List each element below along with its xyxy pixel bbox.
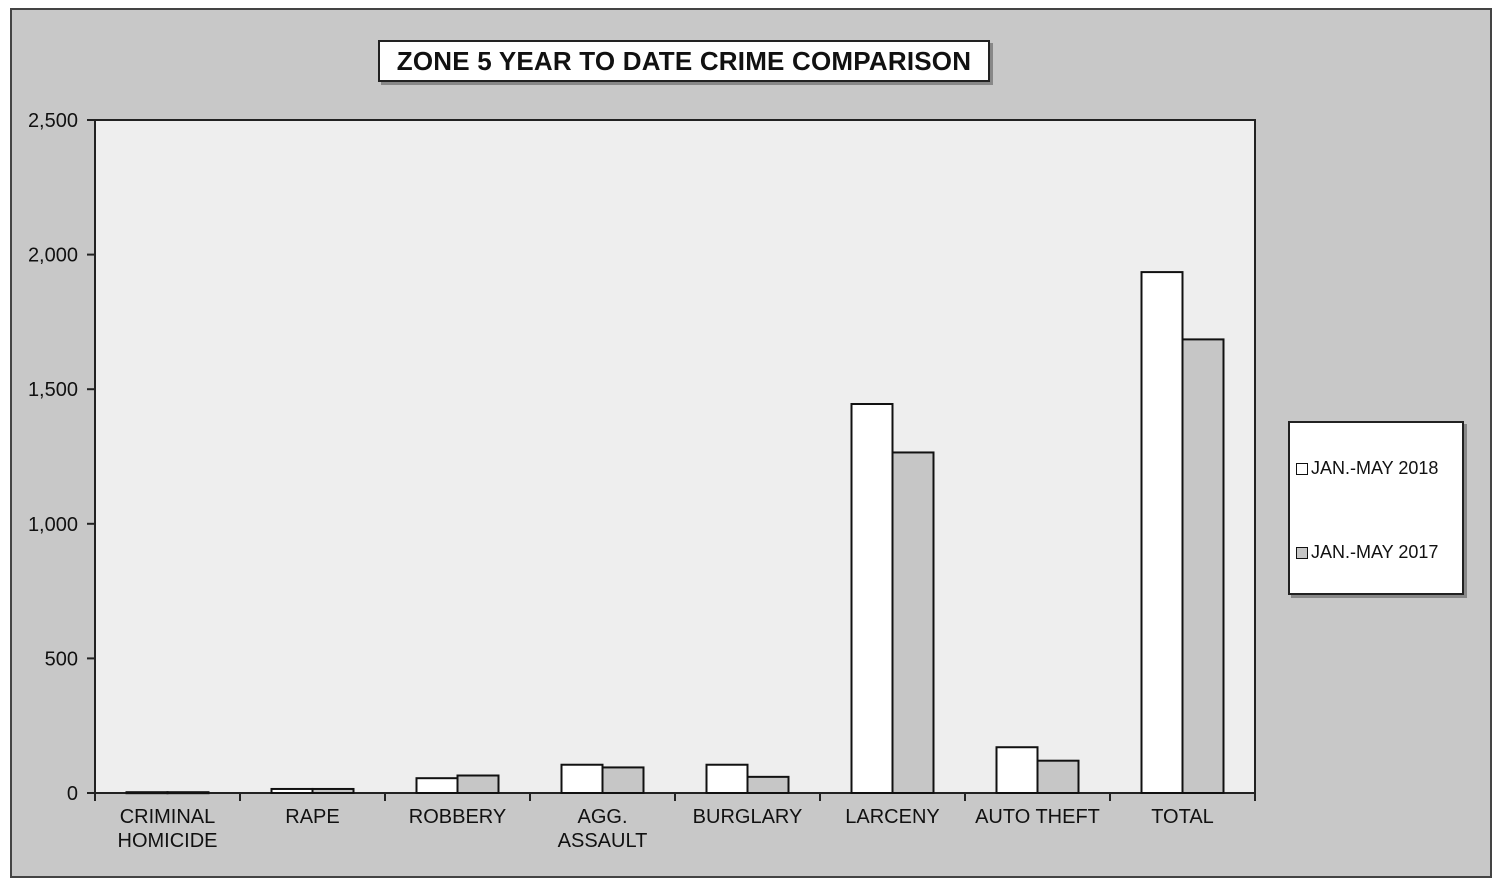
bar-2018 — [125, 791, 169, 795]
legend: JAN.-MAY 2018 JAN.-MAY 2017 — [1288, 421, 1464, 595]
y-tick-label: 1,000 — [28, 514, 78, 536]
bar-2018 — [560, 763, 604, 795]
legend-label-2017: JAN.-MAY 2017 — [1311, 542, 1439, 562]
bar-2018 — [270, 787, 314, 794]
plot-area — [94, 119, 1256, 794]
x-tick-label: ASSAULT — [558, 830, 648, 852]
x-tick-label: AGG. — [577, 806, 627, 828]
bar-2017 — [166, 791, 210, 795]
legend-item-2017: JAN.-MAY 2017 — [1296, 542, 1438, 563]
x-tick-label: HOMICIDE — [118, 830, 218, 852]
bar-2017 — [601, 766, 645, 795]
bar-2017 — [456, 774, 500, 795]
y-tick-label: 2,500 — [28, 110, 78, 132]
bars — [125, 271, 1225, 795]
legend-item-2018: JAN.-MAY 2018 — [1296, 458, 1438, 479]
legend-label-2018: JAN.-MAY 2018 — [1311, 458, 1439, 478]
x-tick-label: ROBBERY — [409, 806, 506, 828]
x-tick-label: RAPE — [285, 806, 339, 828]
bar-2017 — [311, 787, 355, 794]
bar-2017 — [891, 451, 935, 794]
y-axis: 0 500 1,000 1,500 2,000 2,500 — [28, 110, 95, 805]
bar-2017 — [1036, 759, 1080, 794]
bar-2018 — [850, 403, 894, 794]
x-tick-label: CRIMINAL — [120, 806, 216, 828]
x-tick-label: TOTAL — [1151, 806, 1214, 828]
y-tick-label: 0 — [67, 783, 78, 805]
legend-swatch-2018 — [1296, 462, 1308, 475]
bar-2018 — [995, 746, 1039, 795]
y-tick-label: 2,000 — [28, 245, 78, 267]
bar-2017 — [746, 775, 790, 795]
bar-2018 — [705, 763, 749, 795]
x-tick-label: LARCENY — [845, 806, 939, 828]
chart-title: ZONE 5 YEAR TO DATE CRIME COMPARISON — [378, 40, 990, 82]
x-tick-label: BURGLARY — [693, 806, 803, 828]
x-tick-label: AUTO THEFT — [975, 806, 1100, 828]
y-tick-label: 500 — [45, 648, 78, 670]
bar-2018 — [1140, 271, 1184, 794]
bar-2017 — [1181, 338, 1225, 794]
legend-swatch-2017 — [1296, 546, 1308, 559]
bar-2018 — [415, 777, 459, 794]
y-tick-label: 1,500 — [28, 379, 78, 401]
